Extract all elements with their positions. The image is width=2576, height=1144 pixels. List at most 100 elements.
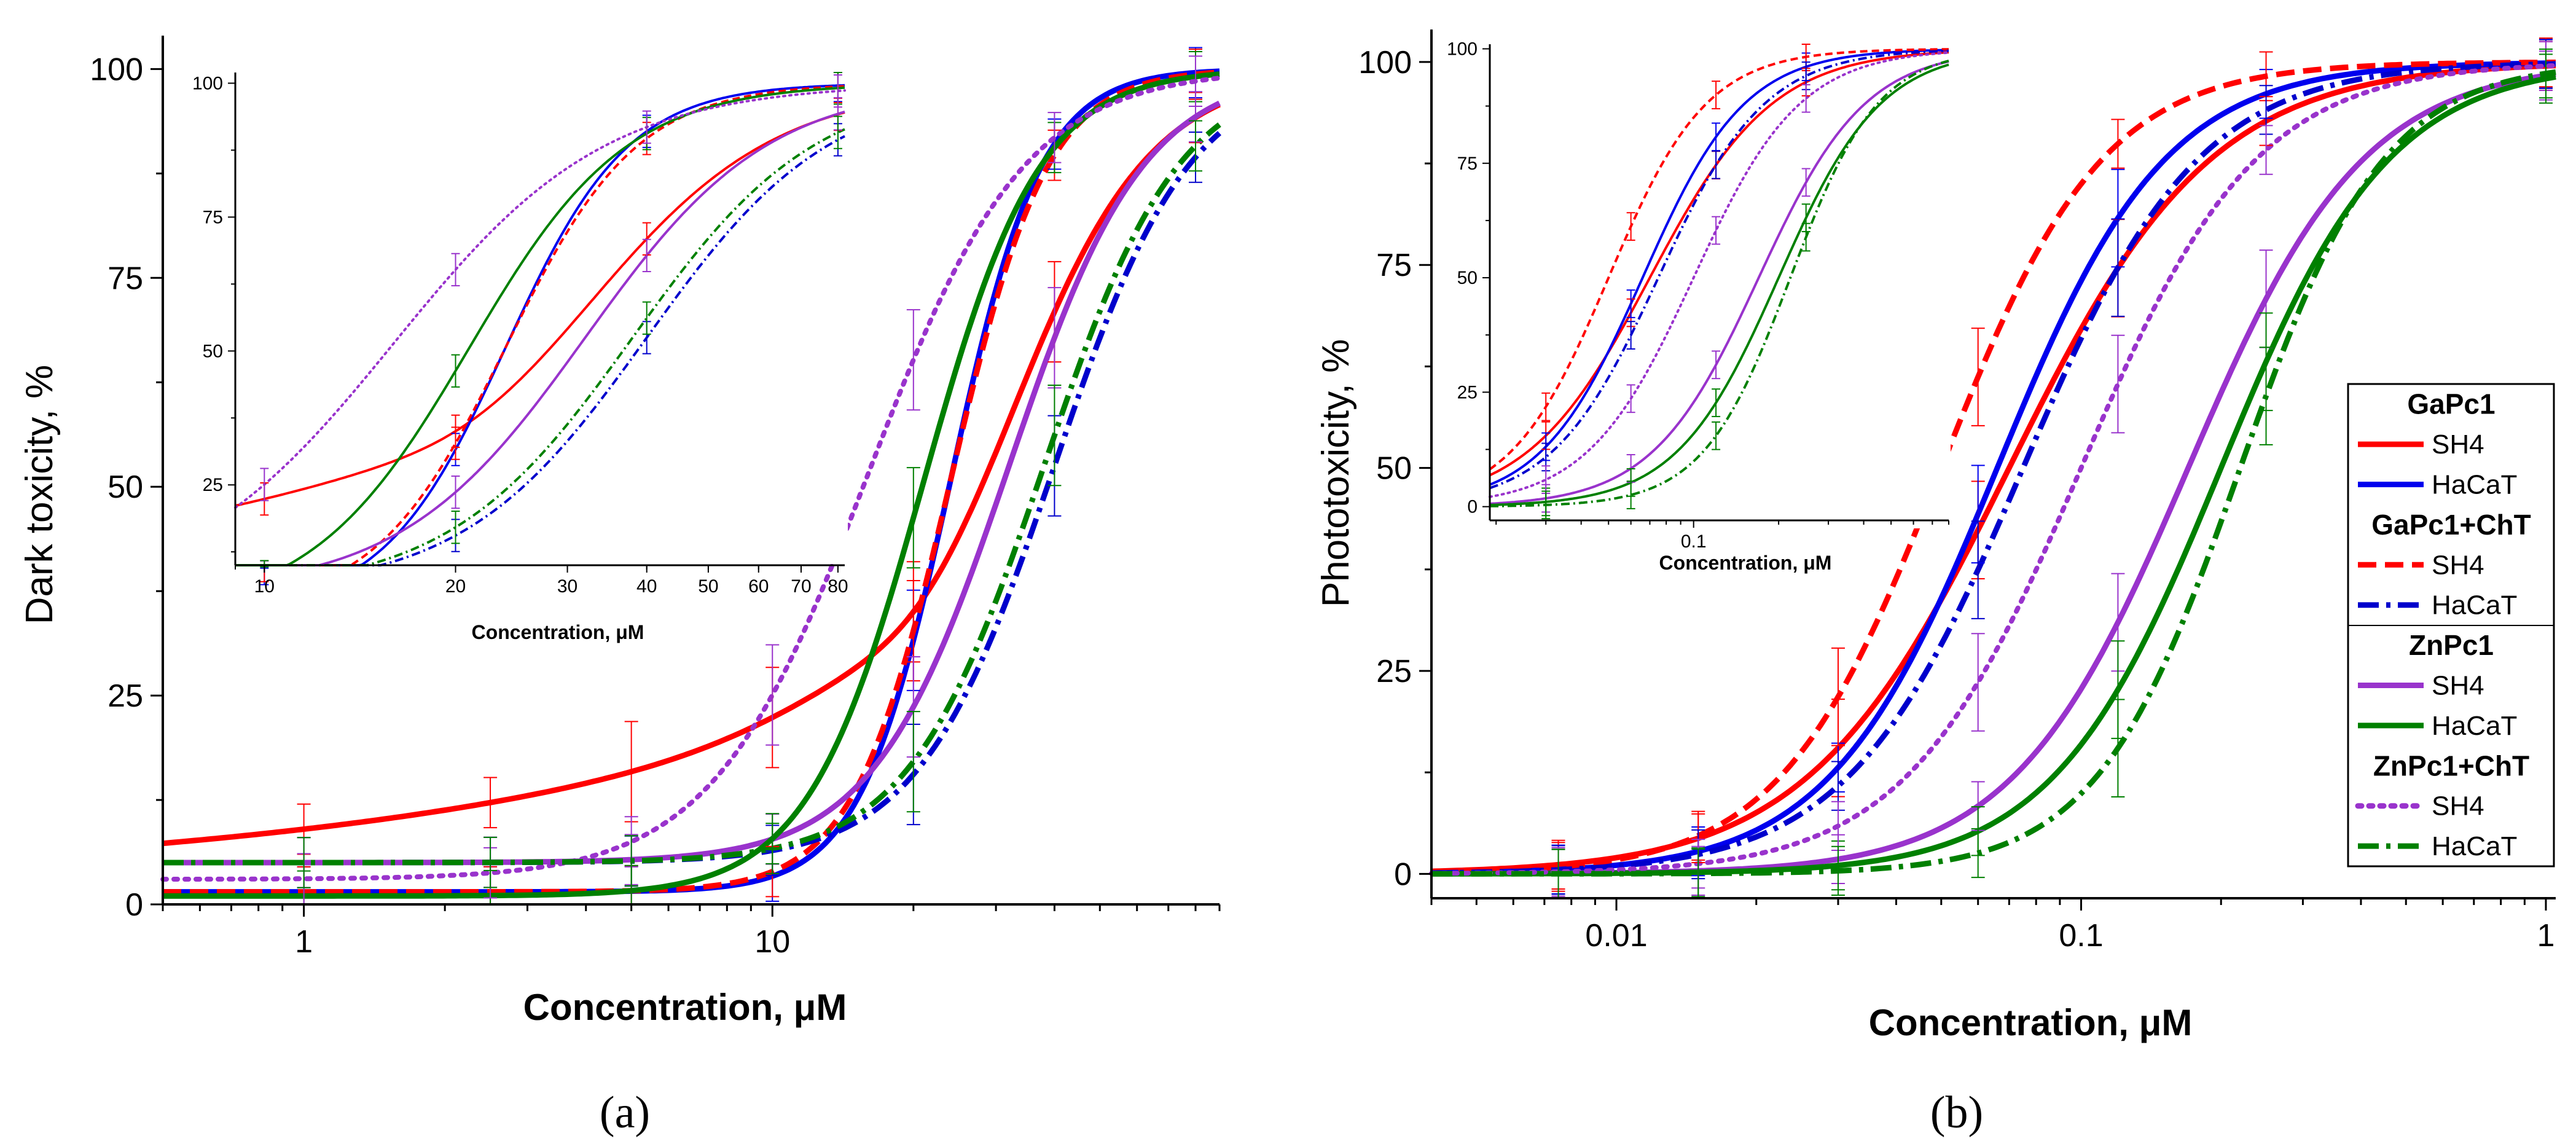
panel-b-inset-curve-2 <box>1489 48 1949 471</box>
panel-b-inset-axes: 0.1 0 25 50 75 100 <box>1447 39 1949 552</box>
panel-a-inset: 10 20 30 40 50 60 70 80 25 50 75 100 Concentration,… <box>192 72 848 643</box>
panel-a-errorbar <box>1047 385 1062 487</box>
panel-a-inset-x-tick-label: 40 <box>636 576 657 597</box>
panel-b-inset-x-axis-title: Concentration, μM <box>1659 552 1832 574</box>
panel-a-inset-errorbar <box>451 511 460 544</box>
panel-b-inset-errorbar <box>1712 421 1721 450</box>
panel-a-y-tick-label: 25 <box>108 678 143 714</box>
panel-b-y-tick-label: 75 <box>1376 248 1412 283</box>
legend-group-title: ZnPc1 <box>2409 629 2494 661</box>
panel-a-inset-y-tick-label: 50 <box>203 341 223 361</box>
panel-b-inset-curve-4 <box>1489 60 1949 505</box>
panel-a-x-axis-title: Concentration, μM <box>523 987 847 1028</box>
panel-a-y-axis-title: Dark toxicity, % <box>18 365 61 625</box>
panel-a-inset-x-tick-label: 80 <box>828 576 848 597</box>
panel-b-axes: 0.01 0.1 1 0 25 50 75 100 <box>1358 29 2556 954</box>
panel-b-errorbar <box>1831 647 1845 746</box>
panel-a-inset-y-tick-label: 100 <box>192 73 223 93</box>
panel-b-inset-curve-6 <box>1489 51 1950 498</box>
panel-a-x-tick-label: 10 <box>754 924 790 960</box>
panel-a-errorbar <box>1188 120 1202 172</box>
panel-b-inset-errorbar <box>1712 388 1721 417</box>
panel-a-inset-errorbar <box>642 110 651 144</box>
panel-b-inset-y-tick-label: 75 <box>1457 154 1478 174</box>
panel-b-inset-errorbar <box>1626 289 1635 318</box>
panel-a-curves <box>160 68 1222 899</box>
panel-a-errorbar <box>297 837 311 888</box>
panel-a-inset-errorbar <box>451 253 460 287</box>
panel-b-label: (b) <box>1930 1087 1983 1138</box>
panel-a-errorbar <box>906 467 920 569</box>
panel-b-y-axis-title: Phototoxicity, % <box>1315 339 1357 607</box>
legend-entry-label: HaCaT <box>2432 831 2517 861</box>
panel-a-inset-background <box>233 72 848 564</box>
panel-b-errorbar <box>2259 347 2273 445</box>
legend-entry-label: SH4 <box>2432 550 2484 580</box>
panel-b-inset-errorbar <box>1541 392 1551 421</box>
panel-a-curve-5 <box>163 71 1220 899</box>
panel-a-curve-2 <box>163 69 1220 895</box>
panel-b-errorbar <box>2111 334 2125 434</box>
panel-b-inset-errorbar <box>1541 490 1551 520</box>
panel-a-inset-x-tick-label: 30 <box>557 576 577 597</box>
panel-a-errorbar <box>483 836 498 888</box>
panel-a-inset-curves <box>234 84 846 566</box>
panel-a-inset-errorbar <box>451 354 460 388</box>
panel-b-inset-errorbar <box>1801 84 1811 113</box>
panel-b-inset-y-tick-label: 50 <box>1457 268 1478 288</box>
panel-a-curve-7 <box>163 122 1221 866</box>
legend-entry-label: SH4 <box>2432 671 2484 701</box>
panel-b-errorbar <box>1971 633 1985 732</box>
panel-a-inset-errorbar <box>260 468 269 501</box>
panel-b-inset-errorbar <box>1626 384 1635 413</box>
panel-a-inset-curve-5 <box>235 86 845 566</box>
panel-a-inset-errorbar <box>833 116 842 149</box>
panel-b-inset-errorbar <box>1626 212 1635 241</box>
panel-b-inset-curve-1 <box>1489 49 1949 486</box>
legend-entry-label: SH4 <box>2432 429 2484 460</box>
panel-a-inset-curve-2 <box>235 85 845 566</box>
panel-b-inset-y-tick-label: 25 <box>1457 382 1478 402</box>
panel-a-y-tick-label: 50 <box>108 469 143 505</box>
panel-b-inset-errorbar <box>1801 168 1811 197</box>
legend-items: GaPc1 SH4 HaCaT GaPc1+ChT SH4 HaCaT ZnPc1 SH4 Ha… <box>2355 388 2531 861</box>
panel-a-errorbar <box>906 711 920 813</box>
panel-b-inset-x-tick-label: 0.1 <box>1681 531 1707 552</box>
panel-a-label: (a) <box>600 1087 650 1138</box>
panel-a-errorbar <box>765 823 780 874</box>
panel-a-errorbar <box>906 309 920 411</box>
panel-b-curve-3 <box>1431 61 2556 876</box>
panel-b-y-tick-label: 0 <box>1394 856 1412 892</box>
panel-a-inset-x-tick-label: 70 <box>791 576 811 597</box>
panel-a-inset-x-tick-label: 20 <box>445 576 466 597</box>
panel-b-errorbar <box>1971 520 1985 619</box>
panel-b: 0.1 0 25 50 75 100 Concentration, μM 0.01 0.1 1… <box>1315 29 2558 1138</box>
panel-a-y-tick-label: 0 <box>125 887 143 923</box>
panel-b-x-tick-label: 0.01 <box>1585 918 1647 954</box>
panel-a-inset-curve-0 <box>235 111 845 507</box>
panel-b-errorbar <box>2259 125 2273 175</box>
panel-a-errorbar <box>765 644 780 746</box>
panel-b-errorbar <box>2111 699 2125 798</box>
panel-b-inset-errorbar <box>1712 150 1721 179</box>
panel-b-y-tick-label: 25 <box>1376 654 1412 689</box>
legend-group-title: GaPc1 <box>2407 388 2495 420</box>
panel-b-curve-1 <box>1431 60 2556 876</box>
panel-b-legend: GaPc1 SH4 HaCaT GaPc1+ChT SH4 HaCaT ZnPc1 SH4 Ha… <box>2347 383 2555 868</box>
panel-b-inset-errorbar <box>1712 80 1721 109</box>
panel-b-inset-errorbar <box>1712 216 1721 245</box>
panel-a-errorbar <box>624 835 638 887</box>
panel-a-errorbar <box>1188 55 1202 107</box>
panel-b-inset-background <box>1490 43 1951 528</box>
panel-b-curves <box>1429 60 2558 877</box>
panel-a-inset-curve-4 <box>235 110 845 566</box>
panel-a-inset-x-axis-title: Concentration, μM <box>472 621 644 643</box>
panel-a-errorbar <box>1047 112 1062 163</box>
panel-a-curve-6 <box>160 76 1222 882</box>
panel-b-inset-curve-5 <box>1489 63 1949 506</box>
panel-b-inset-curves <box>1489 48 1950 507</box>
panel-b-inset-curve-7 <box>1489 60 1949 507</box>
panel-b-curve-7 <box>1431 69 2556 877</box>
